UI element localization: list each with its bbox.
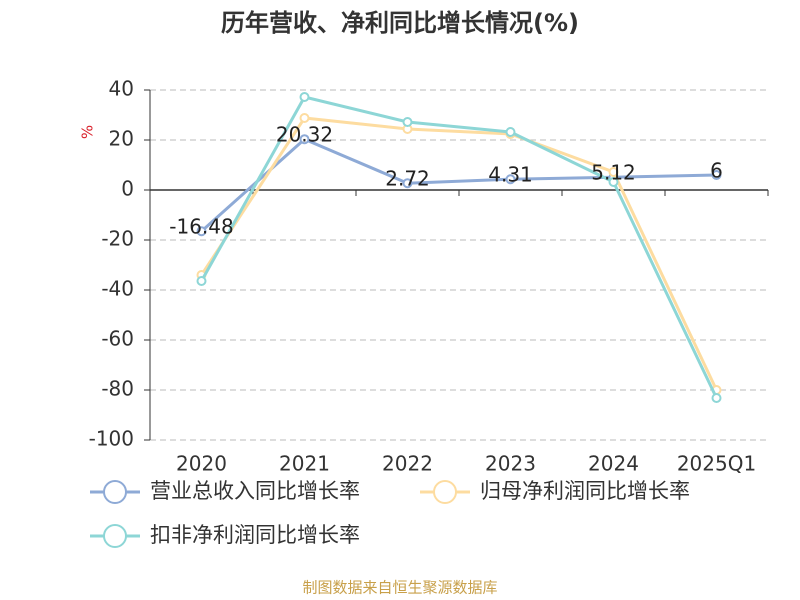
y-tick-label: -100 bbox=[89, 427, 134, 451]
y-tick-label: 40 bbox=[109, 77, 134, 101]
data-point bbox=[711, 393, 722, 403]
data-point bbox=[402, 178, 413, 189]
x-tick-label: 2024 bbox=[588, 452, 639, 476]
legend-swatch bbox=[103, 480, 127, 504]
data-label: 4.31 bbox=[488, 163, 533, 187]
y-axis-label: % bbox=[79, 125, 97, 139]
data-point bbox=[505, 127, 516, 137]
x-tick-label: 2023 bbox=[485, 452, 536, 476]
data-label: 6 bbox=[710, 159, 723, 183]
series-line bbox=[200, 116, 718, 391]
legend-label: 归母净利润同比增长率 bbox=[480, 479, 690, 503]
data-point bbox=[196, 226, 207, 237]
data-point bbox=[711, 170, 722, 180]
data-point bbox=[299, 113, 310, 123]
data-point bbox=[608, 167, 619, 177]
legend-label: 扣非净利润同比增长率 bbox=[150, 523, 360, 547]
data-label: 20.32 bbox=[276, 123, 333, 147]
y-tick-label: -20 bbox=[101, 227, 134, 251]
series-line bbox=[200, 137, 717, 233]
y-tick-label: -40 bbox=[101, 277, 134, 301]
x-tick-label: 2021 bbox=[279, 452, 330, 476]
x-tick-label: 2022 bbox=[382, 452, 433, 476]
data-label: -16.48 bbox=[169, 215, 233, 239]
data-point bbox=[402, 117, 413, 127]
legend-label: 营业总收入同比增长率 bbox=[150, 479, 360, 503]
y-tick-label: -80 bbox=[101, 377, 134, 401]
series-line bbox=[200, 95, 718, 399]
x-tick-label: 2025Q1 bbox=[677, 452, 756, 476]
legend-swatch bbox=[433, 480, 457, 504]
data-point bbox=[608, 177, 619, 187]
chart-title: 历年营收、净利同比增长情况(%) bbox=[221, 9, 579, 37]
y-tick-label: -60 bbox=[101, 327, 134, 351]
y-tick-label: 20 bbox=[109, 127, 134, 151]
data-point bbox=[196, 276, 207, 286]
source-note: 制图数据来自恒生聚源数据库 bbox=[302, 579, 497, 597]
data-label: 2.72 bbox=[385, 167, 430, 191]
data-label: 5.12 bbox=[591, 161, 636, 185]
data-point bbox=[299, 92, 310, 102]
data-point bbox=[505, 174, 516, 185]
y-tick-label: 0 bbox=[121, 177, 134, 201]
x-tick-label: 2020 bbox=[176, 452, 227, 476]
data-point bbox=[299, 134, 310, 145]
legend-swatch bbox=[103, 524, 127, 548]
